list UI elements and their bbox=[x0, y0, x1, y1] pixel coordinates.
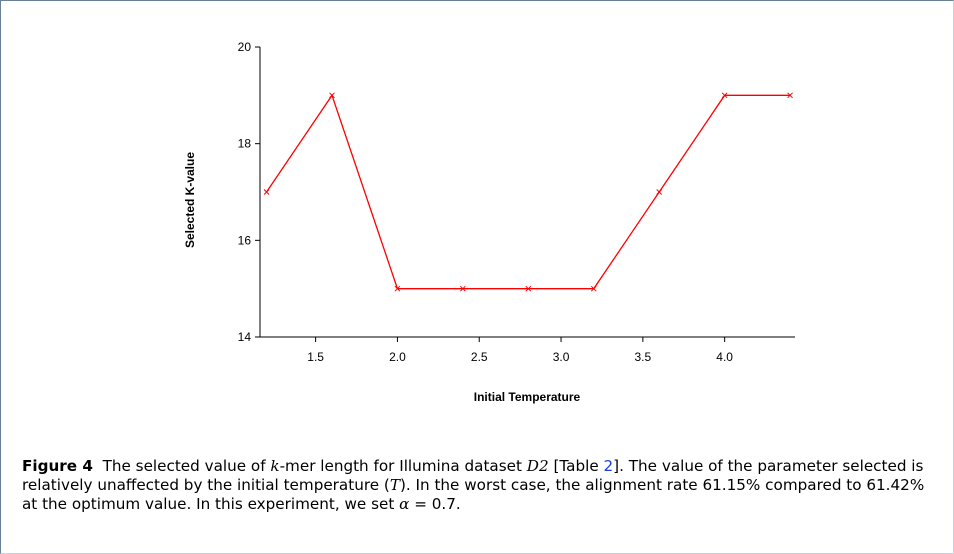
point-marker bbox=[525, 285, 532, 292]
caption-link[interactable]: 2 bbox=[603, 457, 614, 475]
x-axis-label: Initial Temperature bbox=[474, 390, 581, 404]
point-marker bbox=[263, 189, 270, 195]
caption: Figure 4 The selected value of k-mer len… bbox=[22, 457, 937, 514]
caption-text: ). In the worst case, the alignment rate… bbox=[22, 476, 925, 513]
caption-math: k bbox=[270, 457, 280, 475]
point-marker bbox=[656, 189, 663, 195]
caption-math: D2 bbox=[526, 457, 549, 475]
point-marker bbox=[787, 92, 793, 99]
y-tick-label: 18 bbox=[238, 137, 252, 151]
caption-text: [Table bbox=[548, 457, 604, 475]
caption-text: ]. The value of the parameter selected i… bbox=[22, 457, 924, 494]
caption-text: The selected value of bbox=[102, 457, 271, 475]
point-marker bbox=[394, 285, 401, 292]
y-axis-label: Selected K-value bbox=[183, 152, 197, 248]
x-tick-label: 3.5 bbox=[635, 350, 652, 364]
x-tick-label: 2.5 bbox=[471, 350, 488, 364]
caption-math: T bbox=[389, 476, 400, 494]
x-tick-label: 4.0 bbox=[716, 350, 733, 364]
y-tick-label: 16 bbox=[238, 233, 252, 247]
point-marker bbox=[721, 92, 728, 99]
x-tick-label: 3.0 bbox=[553, 350, 570, 364]
y-tick-label: 14 bbox=[238, 330, 252, 344]
point-marker bbox=[329, 92, 335, 99]
x-tick-label: 2.0 bbox=[389, 350, 406, 364]
caption-label: Figure 4 bbox=[22, 457, 93, 475]
caption-text: = 0.7. bbox=[409, 495, 461, 513]
caption-text: -mer length for Illumina dataset bbox=[279, 457, 527, 475]
x-tick-label: 1.5 bbox=[307, 350, 324, 364]
y-tick-label: 20 bbox=[238, 40, 252, 54]
chart: Initial Temperature Selected K-value 14 1… bbox=[183, 40, 795, 404]
caption-math: α bbox=[399, 495, 410, 513]
point-marker bbox=[460, 285, 466, 292]
series-line bbox=[266, 93, 791, 290]
point-marker bbox=[590, 285, 597, 292]
